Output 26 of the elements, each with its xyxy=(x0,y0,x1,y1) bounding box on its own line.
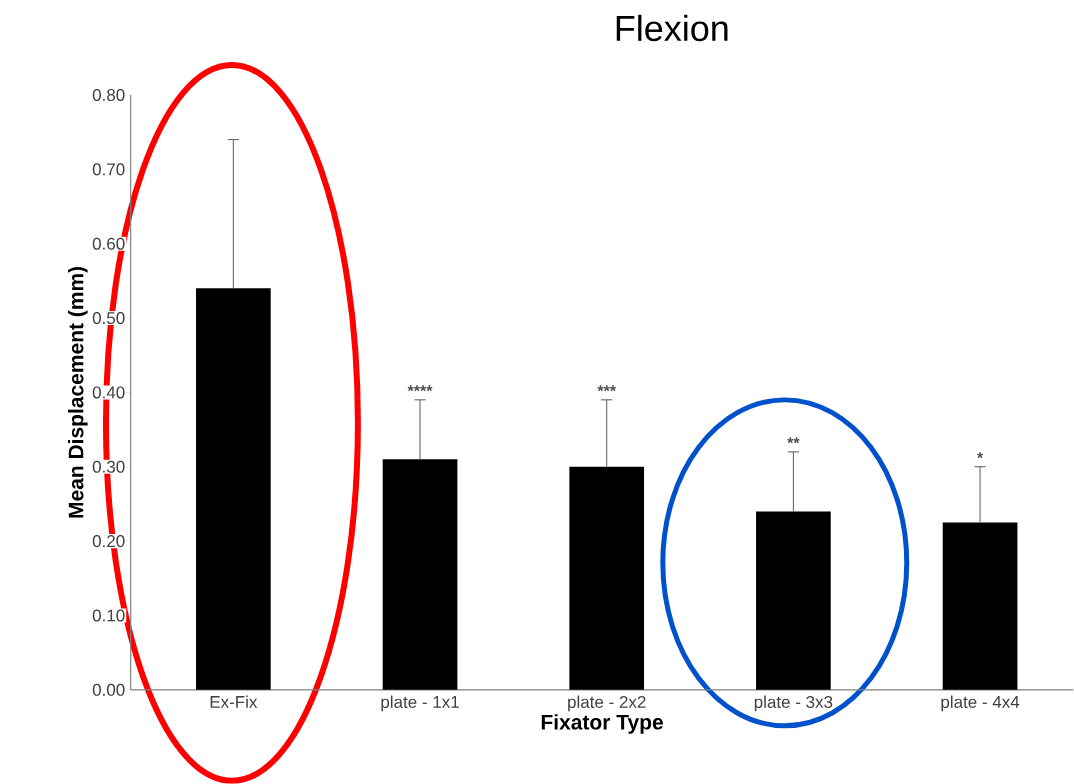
y-tick-label: 0.50 xyxy=(92,312,125,325)
bar xyxy=(382,459,458,690)
annotation: ** xyxy=(787,437,800,444)
y-tick-label: 0.30 xyxy=(92,460,125,473)
annotation: * xyxy=(977,452,984,459)
y-tick-label: 0.60 xyxy=(92,237,125,250)
bar xyxy=(569,466,645,690)
x-tick-label: Ex-Fix xyxy=(210,695,258,708)
x-tick-label: plate - 4x4 xyxy=(941,695,1020,712)
y-tick-label: 0.80 xyxy=(92,89,125,102)
y-tick-label: 0.40 xyxy=(92,386,125,399)
x-tick-label: plate - 1x1 xyxy=(381,695,459,712)
x-tick-label: plate - 3x3 xyxy=(754,695,833,712)
bar xyxy=(196,288,271,690)
x-axis-title: Fixator Type xyxy=(541,714,663,734)
y-axis-title: Mean Displacement (mm) xyxy=(68,267,88,518)
bar xyxy=(756,511,831,690)
y-tick-label: 0.70 xyxy=(92,163,125,176)
y-tick-label: 0.00 xyxy=(92,683,125,696)
y-tick-label: 0.10 xyxy=(92,609,125,622)
annotation: **** xyxy=(407,385,433,392)
bar xyxy=(942,522,1018,690)
annotation: *** xyxy=(597,385,617,392)
chart-title: Flexion xyxy=(616,14,728,42)
x-tick-label: plate - 2x2 xyxy=(568,695,646,712)
y-tick-label: 0.20 xyxy=(92,535,125,548)
